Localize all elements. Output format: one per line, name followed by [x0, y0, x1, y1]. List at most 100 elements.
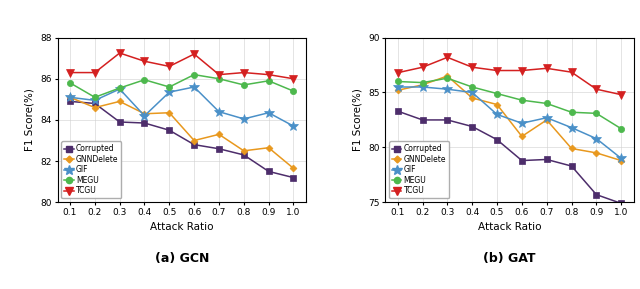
Line: MEGU: MEGU [395, 75, 624, 132]
Line: GIF: GIF [393, 82, 626, 163]
TCGU [568, 71, 575, 74]
Corrupted [568, 164, 575, 168]
GIF [66, 96, 74, 99]
GNNDelete [91, 106, 99, 109]
TCGU [166, 65, 173, 68]
GNNDelete [215, 133, 223, 136]
MEGU [618, 127, 625, 130]
Corrupted [518, 159, 525, 162]
GNNDelete [190, 139, 198, 142]
MEGU [141, 78, 148, 81]
Line: MEGU: MEGU [67, 71, 296, 100]
TCGU [290, 77, 298, 80]
Line: GIF: GIF [65, 82, 298, 131]
TCGU [66, 71, 74, 74]
GNNDelete [444, 74, 451, 78]
GNNDelete [493, 103, 501, 106]
TCGU [419, 66, 426, 69]
Corrupted [265, 170, 273, 173]
TCGU [518, 69, 525, 72]
Line: Corrupted: Corrupted [67, 99, 296, 180]
GNNDelete [240, 149, 248, 153]
Line: GNNDelete: GNNDelete [68, 95, 296, 171]
MEGU [91, 96, 99, 99]
GIF [116, 87, 124, 91]
MEGU [215, 77, 223, 80]
Corrupted [166, 129, 173, 132]
TCGU [141, 60, 148, 63]
Corrupted [91, 102, 99, 105]
GNNDelete [419, 83, 426, 86]
Line: GNNDelete: GNNDelete [396, 74, 623, 163]
Corrupted [394, 110, 401, 113]
MEGU [190, 73, 198, 76]
Corrupted [543, 158, 550, 161]
GIF [190, 85, 198, 89]
MEGU [394, 80, 401, 83]
GIF [394, 85, 401, 89]
TCGU [618, 93, 625, 97]
TCGU [468, 66, 476, 69]
Corrupted [493, 138, 501, 141]
TCGU [190, 52, 198, 56]
MEGU [166, 85, 173, 89]
TCGU [240, 71, 248, 74]
TCGU [493, 69, 501, 72]
GNNDelete [618, 159, 625, 162]
TCGU [394, 71, 401, 75]
TCGU [444, 55, 451, 59]
MEGU [593, 112, 600, 115]
GIF [518, 121, 525, 125]
GIF [91, 99, 99, 102]
Text: (a) GCN: (a) GCN [154, 252, 209, 265]
Legend: Corrupted, GNNDelete, GIF, MEGU, TCGU: Corrupted, GNNDelete, GIF, MEGU, TCGU [61, 141, 122, 199]
MEGU [568, 110, 575, 114]
MEGU [468, 85, 476, 89]
GNNDelete [166, 111, 173, 114]
GNNDelete [468, 96, 476, 100]
Corrupted [618, 202, 625, 205]
Corrupted [141, 121, 148, 125]
Corrupted [290, 176, 298, 179]
GIF [141, 114, 148, 118]
MEGU [543, 102, 550, 105]
Corrupted [468, 125, 476, 128]
MEGU [240, 83, 248, 87]
Corrupted [444, 118, 451, 122]
MEGU [265, 79, 273, 83]
TCGU [215, 73, 223, 76]
GNNDelete [66, 96, 74, 99]
Corrupted [190, 143, 198, 147]
MEGU [290, 89, 298, 93]
GNNDelete [543, 118, 550, 122]
GIF [593, 137, 600, 140]
GNNDelete [116, 100, 124, 103]
MEGU [444, 77, 451, 80]
Corrupted [419, 118, 426, 122]
Line: TCGU: TCGU [394, 53, 625, 99]
GIF [618, 157, 625, 160]
GNNDelete [593, 151, 600, 155]
GIF [240, 117, 248, 121]
Corrupted [116, 120, 124, 124]
TCGU [91, 71, 99, 74]
GIF [265, 111, 273, 114]
Y-axis label: F1 Score(%): F1 Score(%) [353, 88, 363, 151]
X-axis label: Attack Ratio: Attack Ratio [477, 223, 541, 232]
Y-axis label: F1 Score(%): F1 Score(%) [25, 88, 35, 151]
TCGU [543, 66, 550, 70]
GIF [568, 126, 575, 129]
GIF [543, 116, 550, 119]
GNNDelete [290, 166, 298, 170]
TCGU [265, 73, 273, 76]
GNNDelete [265, 146, 273, 149]
GIF [493, 113, 501, 116]
Corrupted [593, 193, 600, 196]
GIF [419, 85, 426, 89]
MEGU [419, 81, 426, 84]
GIF [468, 91, 476, 94]
Text: (b) GAT: (b) GAT [483, 252, 536, 265]
Corrupted [66, 100, 74, 103]
TCGU [593, 88, 600, 91]
GNNDelete [394, 88, 401, 92]
